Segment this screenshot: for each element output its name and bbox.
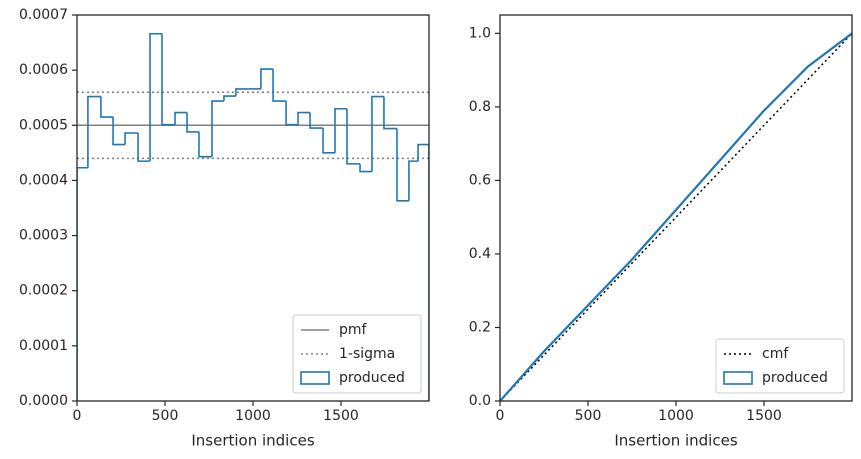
histogram-bin <box>309 112 324 129</box>
histogram-bin <box>87 95 101 168</box>
histogram-bin <box>211 100 224 157</box>
histogram-bin <box>235 88 249 97</box>
y-tick-label: 0.0002 <box>19 283 68 299</box>
histogram-bin <box>174 111 187 125</box>
histogram-bin <box>198 131 212 158</box>
y-tick-label: 0.2 <box>469 319 491 335</box>
legend-label: pmf <box>339 322 368 338</box>
histogram-bin <box>359 163 372 173</box>
histogram-bin <box>334 107 347 153</box>
histogram-bin <box>112 117 126 146</box>
histogram-bin <box>371 95 384 172</box>
histogram-bin <box>149 32 163 162</box>
histogram-bin <box>322 128 336 154</box>
y-tick-label: 0.0006 <box>19 62 68 78</box>
legend-label: cmf <box>762 346 789 362</box>
histogram-bin <box>124 132 139 145</box>
x-tick-label: 500 <box>575 408 602 424</box>
legend-box <box>715 338 845 394</box>
x-tick-label: 500 <box>152 408 179 424</box>
histogram-bin <box>346 108 361 165</box>
legend-label: produced <box>762 370 828 386</box>
histogram-bin <box>260 68 274 89</box>
histogram-bin <box>161 33 176 126</box>
x-tick-label: 0 <box>73 408 82 424</box>
legend-swatch <box>300 371 330 385</box>
plot-area <box>77 32 429 401</box>
y-tick-label: 0.8 <box>469 99 491 115</box>
legend: pmf 1-sigma produced <box>292 314 422 394</box>
y-tick-label: 0.4 <box>469 246 491 262</box>
y-tick-label: 0.0000 <box>19 393 68 409</box>
y-tick-label: 0.0 <box>469 393 491 409</box>
histogram-bin <box>396 128 409 202</box>
y-tick-label: 0.0003 <box>19 228 68 244</box>
y-tick-label: 0.0005 <box>19 117 68 133</box>
histogram-bin <box>285 101 299 126</box>
histogram-bin <box>100 96 114 118</box>
x-tick-label: 1000 <box>235 408 271 424</box>
y-tick-label: 0.6 <box>469 172 491 188</box>
legend-swatch <box>723 371 753 385</box>
x-axis-label: Insertion indices <box>614 432 737 450</box>
legend-label: produced <box>339 370 405 386</box>
x-axis-label: Insertion indices <box>191 432 314 450</box>
histogram-bin <box>223 95 236 102</box>
y-tick-label: 0.0004 <box>19 172 68 188</box>
y-tick-label: 0.0001 <box>19 338 68 354</box>
histogram-bin <box>186 112 199 133</box>
y-tick-label: 0.0007 <box>19 7 68 23</box>
series-line <box>500 32 852 401</box>
y-tick-label: 1.0 <box>469 25 491 41</box>
histogram-bin <box>272 69 287 102</box>
legend-label: 1-sigma <box>339 346 395 362</box>
legend: cmf produced <box>715 338 845 394</box>
histogram-bin <box>137 133 151 162</box>
axes-frame <box>499 14 853 402</box>
histogram-bin <box>297 111 311 125</box>
histogram-bin <box>77 166 88 401</box>
histogram-bin <box>408 160 419 201</box>
x-tick-label: 1500 <box>746 408 782 424</box>
x-tick-label: 0 <box>496 408 505 424</box>
x-tick-label: 1000 <box>658 408 694 424</box>
x-tick-label: 1500 <box>323 408 359 424</box>
axes-frame <box>76 14 430 402</box>
legend-box <box>292 314 422 394</box>
plot-area <box>500 32 852 401</box>
histogram-bin <box>417 143 429 401</box>
histogram-bin <box>383 96 397 130</box>
